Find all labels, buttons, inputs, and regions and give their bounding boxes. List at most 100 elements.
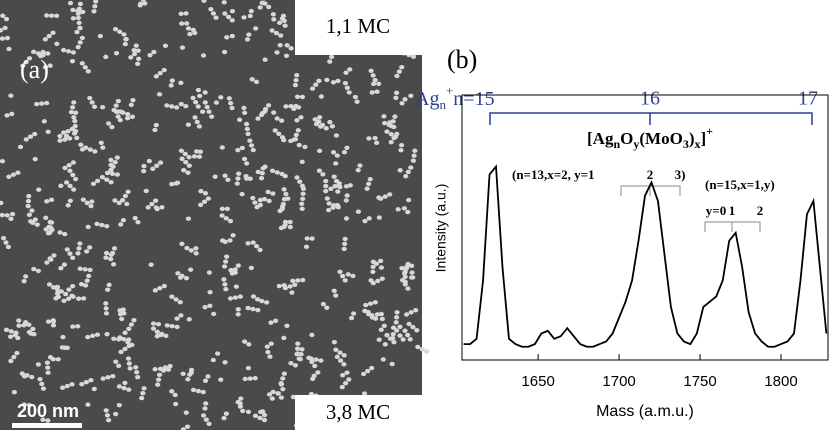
particle <box>155 330 160 334</box>
particle <box>209 114 214 118</box>
particle <box>333 293 338 297</box>
particle <box>315 370 320 374</box>
particle <box>343 381 348 385</box>
particle <box>68 1 73 5</box>
particle <box>86 225 91 229</box>
particle <box>103 55 108 59</box>
particle <box>201 53 206 57</box>
particle <box>195 120 200 124</box>
particle <box>77 7 82 11</box>
particle <box>413 308 418 312</box>
particle <box>111 262 116 266</box>
particle <box>260 409 265 413</box>
particle <box>71 16 76 20</box>
particle <box>179 149 184 153</box>
particle <box>169 104 174 108</box>
particle <box>68 199 73 203</box>
particle <box>196 389 201 393</box>
particle <box>211 11 216 15</box>
particle <box>117 308 122 312</box>
particle <box>202 305 207 309</box>
particle <box>197 124 202 128</box>
particle <box>279 118 284 122</box>
particle <box>130 98 135 102</box>
particle <box>156 322 161 326</box>
particle <box>393 135 398 139</box>
particle <box>117 30 122 34</box>
particle <box>174 105 179 109</box>
particle <box>0 14 5 18</box>
particle <box>346 377 351 381</box>
particle <box>56 357 61 361</box>
particle <box>394 310 399 314</box>
particle <box>162 284 167 288</box>
particle <box>266 190 271 194</box>
particle <box>271 12 276 16</box>
particle <box>159 333 164 337</box>
particle <box>242 111 247 115</box>
particle <box>106 121 111 125</box>
particle <box>184 276 189 280</box>
particle <box>218 378 223 382</box>
particle <box>5 213 10 217</box>
particle <box>296 128 301 132</box>
particle <box>192 115 197 119</box>
particle <box>342 150 347 154</box>
particle <box>234 284 239 288</box>
particle <box>67 169 72 173</box>
particle <box>125 116 130 120</box>
particle <box>70 256 75 260</box>
particle <box>280 16 285 20</box>
particle <box>107 283 112 287</box>
particle <box>202 406 207 410</box>
particle <box>117 201 122 205</box>
particle <box>31 50 36 54</box>
particle <box>320 172 325 176</box>
particle <box>44 199 49 203</box>
particle <box>104 306 109 310</box>
particle <box>187 163 192 167</box>
particle <box>245 37 250 41</box>
particle <box>56 295 61 299</box>
particle <box>0 36 5 40</box>
particle <box>45 366 50 370</box>
particle <box>183 104 188 108</box>
particle <box>268 320 273 324</box>
particle <box>189 248 194 252</box>
particle <box>114 51 119 55</box>
particle <box>188 268 193 272</box>
particle <box>294 175 299 179</box>
particle <box>222 264 227 268</box>
particle <box>285 43 290 47</box>
particle <box>39 382 44 386</box>
particle <box>383 342 388 346</box>
particle <box>36 362 41 366</box>
particle <box>180 45 185 49</box>
particle <box>113 27 118 31</box>
particle <box>71 295 76 299</box>
panel-label: (a) <box>20 55 49 84</box>
particle <box>113 360 118 364</box>
particle <box>41 386 46 390</box>
particle <box>411 158 416 162</box>
particle <box>275 170 280 174</box>
particle <box>119 317 124 321</box>
particle <box>26 194 31 198</box>
particle <box>317 149 322 153</box>
particle <box>211 358 216 362</box>
particle <box>262 165 267 169</box>
particle <box>108 180 113 184</box>
particle <box>15 336 20 340</box>
particle <box>279 382 284 386</box>
particle <box>373 316 378 320</box>
particle <box>185 377 190 381</box>
particle <box>16 324 21 328</box>
particle <box>70 105 75 109</box>
particle <box>35 222 40 226</box>
particle <box>297 179 302 183</box>
particle <box>31 332 36 336</box>
particle <box>299 352 304 356</box>
particle <box>292 283 297 287</box>
particle <box>154 123 159 127</box>
